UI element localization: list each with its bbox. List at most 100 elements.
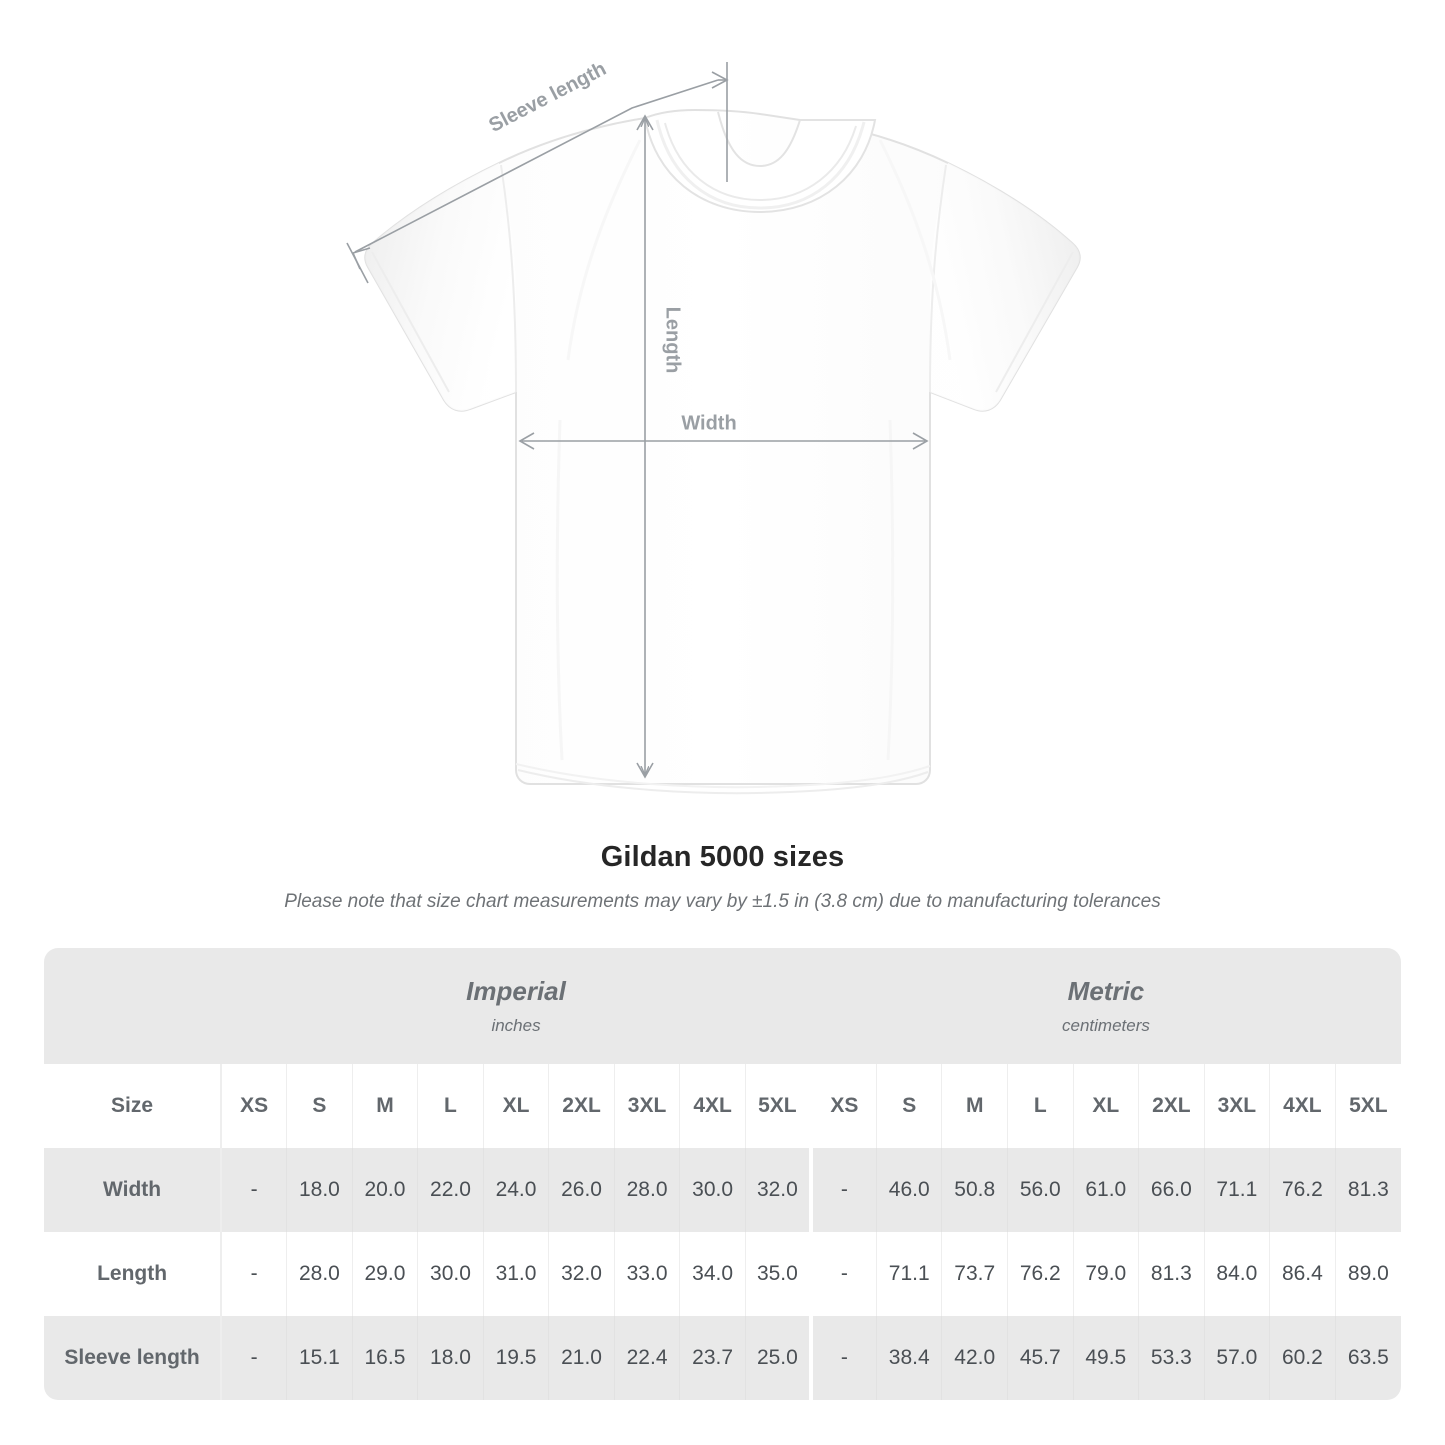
unit-section-name: Imperial: [466, 975, 566, 1006]
bottom-hem-edge: [515, 763, 931, 789]
size-header-cell-imperial-xs: XS: [220, 1064, 287, 1148]
cell-width-imperial-l: 22.0: [417, 1148, 484, 1232]
cell-sleeve-length-imperial-xs: -: [220, 1316, 287, 1400]
size-header-cell-imperial-s: S: [286, 1064, 353, 1148]
cell-sleeve-length-imperial-4xl: 23.7: [679, 1316, 746, 1400]
cell-length-metric-s: 71.1: [875, 1232, 942, 1316]
cell-sleeve-length-imperial-2xl: 21.0: [548, 1316, 615, 1400]
size-header-label: Size: [44, 1064, 222, 1148]
cell-length-metric-l: 76.2: [1007, 1232, 1074, 1316]
cell-width-imperial-5xl: 32.0: [744, 1148, 811, 1232]
cell-sleeve-length-imperial-m: 16.5: [351, 1316, 418, 1400]
width-arrow-head-right: [912, 432, 929, 450]
collar-inner: [664, 122, 857, 202]
size-header-cell-imperial-2xl: 2XL: [548, 1064, 615, 1148]
row-label-sleeve-length: Sleeve length: [44, 1316, 222, 1400]
table-row: Sleeve length -15.1 16.5 18.0 19.5 21.0 22.4 23…: [44, 1316, 1401, 1400]
unit-section-imperial: Imperial inches: [221, 948, 811, 1064]
unit-section-name: Metric: [1067, 975, 1145, 1006]
table-row: Width -18.0 20.0 22.0 24.0 26.0 28.0 30.0 32.0-4…: [44, 1148, 1401, 1232]
cell-length-imperial-2xl: 32.0: [548, 1232, 615, 1316]
fold-left: [555, 419, 564, 761]
unit-section-sublabel: inches: [491, 1015, 541, 1035]
width-label: Width: [681, 412, 736, 434]
sleeve-length-arrow: [354, 79, 719, 253]
cell-width-metric-4xl: 76.2: [1269, 1148, 1336, 1232]
tshirt-illustration: Sleeve length Length Width: [346, 58, 1081, 795]
cell-width-imperial-xs: -: [220, 1148, 287, 1232]
cell-sleeve-length-imperial-3xl: 22.4: [613, 1316, 680, 1400]
cell-width-metric-s: 46.0: [875, 1148, 942, 1232]
size-header-cell-metric-xs: XS: [808, 1064, 877, 1148]
unit-section-metric: Metric centimeters: [810, 948, 1401, 1064]
size-header-cell-imperial-5xl: 5XL: [744, 1064, 811, 1148]
shoulder-fold-right: [878, 139, 952, 361]
cell-width-metric-5xl: 81.3: [1334, 1148, 1401, 1232]
cell-length-imperial-5xl: 35.0: [744, 1232, 811, 1316]
width-arrow-head-left: [518, 432, 535, 450]
cell-length-imperial-m: 29.0: [351, 1232, 418, 1316]
cell-length-metric-4xl: 86.4: [1269, 1232, 1336, 1316]
cell-sleeve-length-metric-4xl: 60.2: [1269, 1316, 1336, 1400]
size-header-cell-metric-s: S: [875, 1064, 942, 1148]
cell-width-metric-xs: -: [808, 1148, 877, 1232]
cell-width-metric-3xl: 71.1: [1203, 1148, 1270, 1232]
cell-width-metric-xl: 61.0: [1072, 1148, 1139, 1232]
size-header-cell-imperial-xl: XL: [482, 1064, 549, 1148]
cell-width-metric-m: 50.8: [941, 1148, 1008, 1232]
cell-sleeve-length-metric-3xl: 57.0: [1203, 1316, 1270, 1400]
shoulder-fold-left: [566, 139, 642, 361]
sleeve-length-tick-low: [346, 242, 369, 284]
size-header-row: Size XS S M L XL 2XL 3XL 4XL 5XL XS S M L XL 2XL 3XL 4XL 5…: [44, 1064, 1401, 1148]
cell-sleeve-length-metric-m: 42.0: [941, 1316, 1008, 1400]
cell-length-imperial-l: 30.0: [417, 1232, 484, 1316]
size-header-cell-metric-m: M: [941, 1064, 1008, 1148]
size-header-cell-metric-3xl: 3XL: [1203, 1064, 1270, 1148]
cell-length-metric-2xl: 81.3: [1138, 1232, 1205, 1316]
tolerance-note: Please note that size chart measurements…: [284, 890, 1161, 912]
cell-width-metric-2xl: 66.0: [1138, 1148, 1205, 1232]
bottom-hem: [517, 769, 929, 795]
chart-title-block: Gildan 5000 sizes Please note that size …: [0, 840, 1445, 914]
cell-sleeve-length-metric-5xl: 63.5: [1334, 1316, 1401, 1400]
cell-sleeve-length-metric-l: 45.7: [1007, 1316, 1074, 1400]
fold-right: [886, 419, 895, 761]
cell-width-metric-l: 56.0: [1007, 1148, 1074, 1232]
size-table: Imperial inches Metric centimeters Size XS S M L…: [44, 948, 1401, 1400]
size-header-cell-metric-l: L: [1007, 1064, 1074, 1148]
size-header-cell-metric-xl: XL: [1072, 1064, 1139, 1148]
size-chart-table: Imperial inches Metric centimeters Size XS S M L…: [44, 948, 1401, 1400]
cell-length-imperial-xl: 31.0: [482, 1232, 549, 1316]
cell-width-imperial-2xl: 26.0: [548, 1148, 615, 1232]
unit-header-row: Imperial inches Metric centimeters: [44, 948, 1401, 1064]
collar-rib: [655, 119, 866, 210]
cell-sleeve-length-metric-s: 38.4: [875, 1316, 942, 1400]
tshirt-shape: [364, 108, 1081, 795]
size-header-cell-imperial-l: L: [417, 1064, 484, 1148]
right-sleeve-hem: [995, 251, 1074, 393]
size-header-cell-imperial-3xl: 3XL: [613, 1064, 680, 1148]
cell-length-imperial-3xl: 33.0: [613, 1232, 680, 1316]
cell-sleeve-length-metric-xs: -: [808, 1316, 877, 1400]
cell-sleeve-length-imperial-s: 15.1: [286, 1316, 353, 1400]
row-label-length: Length: [44, 1232, 222, 1316]
cell-sleeve-length-metric-2xl: 53.3: [1138, 1316, 1205, 1400]
cell-length-metric-5xl: 89.0: [1334, 1232, 1401, 1316]
size-header-cell-imperial-4xl: 4XL: [679, 1064, 746, 1148]
length-arrow-head-top: [636, 114, 654, 131]
cell-width-imperial-s: 18.0: [286, 1148, 353, 1232]
cell-sleeve-length-imperial-5xl: 25.0: [744, 1316, 811, 1400]
size-header-cell-metric-4xl: 4XL: [1269, 1064, 1336, 1148]
size-header-cell-metric-5xl: 5XL: [1334, 1064, 1401, 1148]
cell-sleeve-length-imperial-xl: 19.5: [482, 1316, 549, 1400]
left-sleeve-shade: [365, 163, 516, 411]
cell-width-imperial-4xl: 30.0: [679, 1148, 746, 1232]
length-arrow-head-bottom: [636, 762, 654, 779]
cell-width-imperial-3xl: 28.0: [613, 1148, 680, 1232]
cell-width-imperial-xl: 24.0: [482, 1148, 549, 1232]
row-label-width: Width: [44, 1148, 222, 1232]
sleeve-length-label: Sleeve length: [485, 58, 610, 137]
tshirt-diagram: Sleeve length Length Width: [346, 58, 1081, 795]
size-header-cell-imperial-m: M: [351, 1064, 418, 1148]
right-sleeve-seam: [929, 164, 947, 393]
